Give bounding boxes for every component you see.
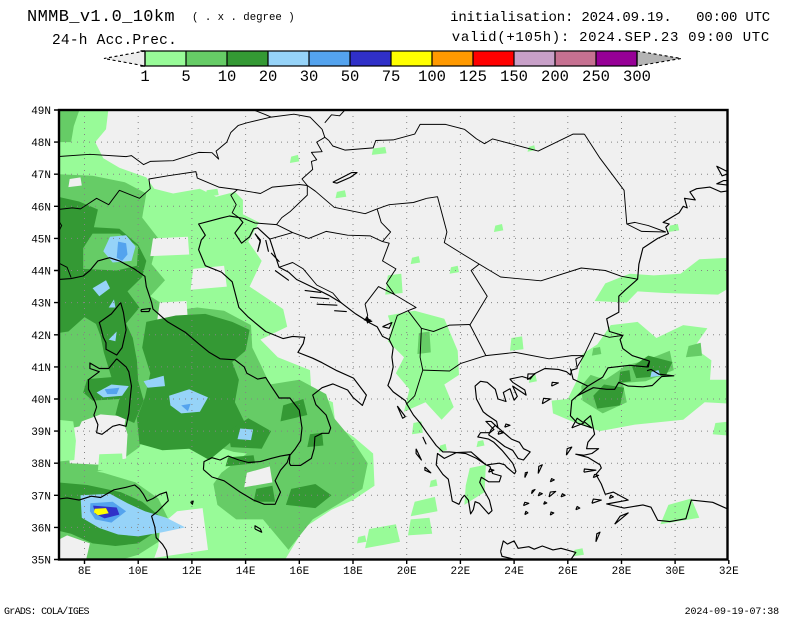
svg-text:16E: 16E [289, 566, 309, 578]
svg-text:50: 50 [341, 68, 360, 86]
svg-text:valid(+105h): 2024.SEP.23 09:0: valid(+105h): 2024.SEP.23 09:00 UTC [452, 30, 770, 46]
svg-text:24E: 24E [504, 566, 524, 578]
svg-text:42N: 42N [31, 331, 51, 343]
svg-text:GrADS: COLA/IGES: GrADS: COLA/IGES [4, 606, 90, 618]
svg-text:44N: 44N [31, 267, 51, 279]
svg-text:10E: 10E [128, 566, 148, 578]
svg-text:49N: 49N [31, 106, 51, 118]
svg-text:32E: 32E [719, 566, 739, 578]
svg-text:NMMB_v1.0_10km: NMMB_v1.0_10km [27, 8, 175, 27]
svg-text:14E: 14E [236, 566, 256, 578]
svg-text:30: 30 [300, 68, 319, 86]
svg-text:22E: 22E [450, 566, 470, 578]
svg-text:8E: 8E [78, 566, 92, 578]
svg-text:35N: 35N [31, 556, 51, 568]
svg-text:39N: 39N [31, 427, 51, 439]
svg-text:initialisation: 2024.09.19.: initialisation: 2024.09.19. 00:00 UTC [450, 10, 770, 26]
svg-text:37N: 37N [31, 491, 51, 503]
svg-text:40N: 40N [31, 395, 51, 407]
svg-text:45N: 45N [31, 234, 51, 246]
svg-text:75: 75 [382, 68, 401, 86]
svg-text:250: 250 [582, 68, 610, 86]
svg-text:300: 300 [623, 68, 651, 86]
svg-text:12E: 12E [182, 566, 202, 578]
svg-text:10: 10 [218, 68, 237, 86]
svg-text:18E: 18E [343, 566, 363, 578]
svg-text:20E: 20E [397, 566, 417, 578]
svg-text:24-h Acc.Prec.: 24-h Acc.Prec. [52, 33, 177, 49]
svg-text:30E: 30E [665, 566, 685, 578]
svg-text:28E: 28E [612, 566, 632, 578]
svg-text:36N: 36N [31, 523, 51, 535]
svg-text:1: 1 [140, 68, 149, 86]
svg-text:26E: 26E [558, 566, 578, 578]
svg-text:125: 125 [459, 68, 487, 86]
svg-text:43N: 43N [31, 299, 51, 311]
svg-text:150: 150 [500, 68, 528, 86]
svg-text:( . x . degree ): ( . x . degree ) [192, 12, 295, 24]
svg-text:5: 5 [181, 68, 190, 86]
svg-text:47N: 47N [31, 170, 51, 182]
svg-text:200: 200 [541, 68, 569, 86]
svg-text:38N: 38N [31, 459, 51, 471]
svg-text:100: 100 [418, 68, 446, 86]
svg-text:48N: 48N [31, 138, 51, 150]
svg-text:41N: 41N [31, 363, 51, 375]
svg-text:46N: 46N [31, 202, 51, 214]
svg-text:20: 20 [259, 68, 278, 86]
svg-text:2024-09-19-07:38: 2024-09-19-07:38 [685, 607, 780, 618]
